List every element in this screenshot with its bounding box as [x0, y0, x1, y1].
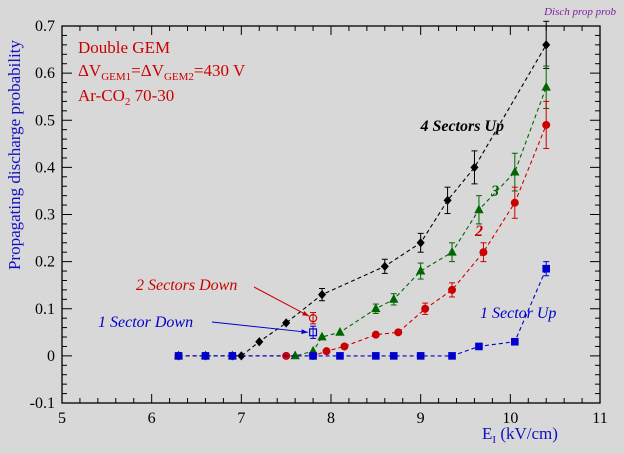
x-axis-title: EI (kV/cm)	[482, 424, 558, 446]
data-point	[389, 293, 399, 303]
x-tick-label: 11	[592, 410, 607, 427]
data-point	[511, 337, 519, 346]
arrow-shaft	[211, 321, 309, 333]
data-point	[371, 330, 380, 339]
axes: 5 6 7 8 9 10 11 -0.1 0 0.1 0.2 0.3 0.4 0.5 0.6 0.7	[30, 18, 608, 427]
data-point	[335, 326, 345, 336]
arrow-1-sector-down	[211, 321, 309, 334]
y-tick-label: 0.5	[35, 112, 55, 129]
data-point	[415, 265, 426, 275]
data-point	[201, 352, 210, 360]
open-point-2-sectors-down	[308, 312, 318, 325]
data-point	[470, 162, 479, 172]
info-gas: Ar-CO	[78, 86, 125, 105]
y-tick-label: -0.1	[30, 395, 55, 412]
info-line-1: Double GEM	[78, 38, 170, 57]
series-line	[178, 268, 547, 357]
y-tick-label: 0.6	[35, 65, 55, 82]
data-point	[394, 328, 403, 337]
data-point	[318, 290, 327, 300]
data-point	[309, 352, 317, 360]
y-tick-label: 0.3	[35, 207, 55, 224]
label-4-sectors-up: 4 Sectors Up	[419, 118, 504, 135]
data-point	[510, 198, 519, 207]
data-point	[443, 195, 452, 205]
x-tick-label: 9	[417, 410, 425, 427]
data-point	[237, 351, 246, 361]
arrow-shaft	[253, 286, 310, 317]
data-point	[542, 40, 551, 50]
data-point	[228, 352, 237, 360]
corner-label: Disch prop prob	[543, 6, 616, 18]
y-axis-title: Propagating discharge probability	[5, 39, 24, 270]
data-point	[448, 285, 457, 294]
data-point	[255, 337, 264, 347]
info-line-3: Ar-CO2 70-30	[78, 86, 174, 108]
data-point	[447, 246, 457, 256]
x-tick-label: 6	[148, 410, 156, 427]
y-tick-label: 0.2	[35, 254, 55, 271]
data-point-open	[309, 328, 318, 337]
arrow-head	[301, 329, 309, 334]
info-box: Double GEM ΔVGEM1=ΔVGEM2=430 V Ar-CO2 70…	[78, 38, 246, 108]
annotations: 4 Sectors Up 3 2 1 Sector Up 2 Sectors Down 1…	[98, 118, 556, 334]
data-point	[372, 352, 380, 360]
info-gem1-sub: GEM1	[101, 71, 131, 83]
x-axis-main: E	[482, 424, 492, 443]
y-tick-label: 0	[47, 348, 55, 365]
data-point-open	[308, 313, 318, 323]
plot-frame	[61, 25, 601, 404]
info-line-2: ΔVGEM1=ΔVGEM2=430 V	[78, 61, 246, 83]
data-point	[336, 352, 344, 360]
y-tick-label: 0.1	[35, 301, 55, 318]
data-point	[416, 352, 425, 360]
data-point	[322, 347, 331, 356]
info-co2-sub: 2	[125, 96, 131, 108]
series-layer	[173, 20, 551, 361]
x-tick-label: 7	[237, 410, 245, 427]
data-point	[542, 264, 550, 273]
info-dv1: ΔV	[78, 61, 102, 80]
info-ratio: 70-30	[130, 86, 174, 105]
info-voltage: =430 V	[194, 61, 246, 80]
data-point	[317, 331, 327, 341]
label-2-sectors: 2	[474, 223, 483, 240]
x-axis-unit: (kV/cm)	[496, 424, 558, 443]
arrow-head	[302, 310, 310, 317]
data-point	[541, 81, 551, 91]
y-tick-label: 0.7	[35, 18, 55, 35]
arrow-2-sectors-down	[253, 286, 310, 317]
x-tick-label: 8	[327, 410, 335, 427]
open-point-1-sector-down	[309, 325, 318, 339]
data-point	[371, 303, 381, 313]
data-point	[479, 248, 488, 257]
x-axis-sub: I	[492, 434, 496, 446]
label-1-sector-up: 1 Sector Up	[480, 305, 556, 322]
data-point	[389, 352, 398, 360]
data-point	[421, 304, 430, 313]
data-point	[474, 204, 484, 214]
y-tick-label: 0.4	[35, 159, 55, 176]
data-point	[282, 318, 291, 328]
data-point	[448, 352, 456, 360]
data-point	[475, 342, 483, 351]
x-tick-label: 10	[502, 410, 518, 427]
series-line	[178, 124, 547, 357]
info-dv2: =ΔV	[131, 61, 165, 80]
data-point	[416, 238, 425, 248]
data-point	[290, 350, 300, 360]
x-tick-label: 5	[58, 410, 66, 427]
label-1-sector-down: 1 Sector Down	[98, 314, 193, 331]
label-2-sectors-down: 2 Sectors Down	[136, 277, 237, 294]
data-point	[174, 352, 183, 360]
info-gem2-sub: GEM2	[164, 71, 194, 83]
label-3-sectors: 3	[490, 183, 499, 200]
data-point	[542, 120, 551, 129]
data-point	[510, 166, 520, 176]
data-point	[340, 342, 349, 351]
series-1-sector-up	[174, 261, 550, 360]
data-point	[380, 261, 389, 271]
